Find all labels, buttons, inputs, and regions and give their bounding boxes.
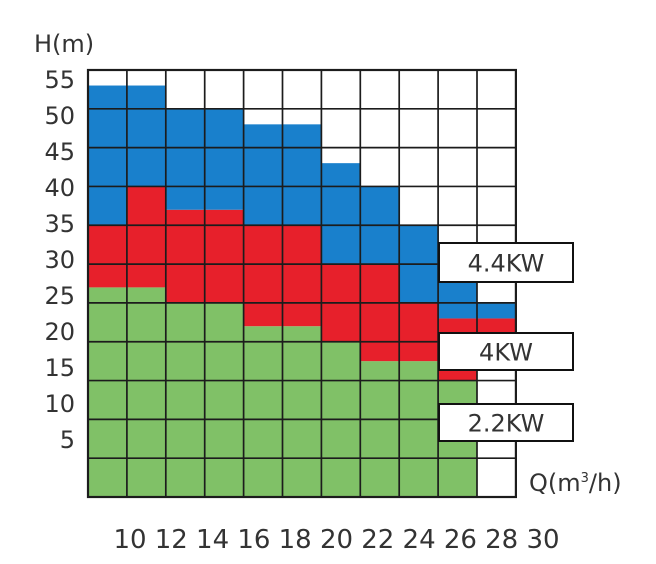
y-tick-label: 10 [44, 390, 75, 418]
y-tick-label: 35 [44, 210, 75, 238]
x-tick-label: 28 [485, 525, 518, 555]
x-tick-label: 16 [237, 525, 270, 555]
region-2-2kw [88, 287, 477, 497]
region-cell [204, 302, 244, 497]
plot-border [86, 68, 517, 499]
power-label-text-4kw: 4KW [479, 339, 533, 367]
x-tick-label: 24 [403, 525, 436, 555]
x-tick-label: 10 [113, 525, 146, 555]
y-tick-label: 20 [44, 318, 75, 346]
y-tick-label: 15 [44, 354, 75, 382]
region-cell [321, 163, 361, 265]
region-cell [282, 124, 322, 226]
power-label-box-2-2kw [438, 403, 574, 442]
region-cell [88, 287, 127, 497]
region-cell [126, 186, 166, 288]
region-cell [399, 302, 439, 362]
y-tick-label: 30 [44, 246, 75, 274]
region-cell [204, 209, 244, 303]
power-label-box-4kw [438, 332, 574, 371]
y-tick-label: 50 [44, 102, 75, 130]
region-cell [204, 108, 244, 210]
region-cell [243, 124, 283, 226]
region-cell [88, 85, 127, 226]
y-tick-label: 55 [44, 66, 75, 94]
y-tick-label: 40 [44, 174, 75, 202]
power-label-2-2kw: 2.2KW [438, 403, 574, 442]
x-axis-title-prefix: Q(m [529, 469, 581, 497]
region-cell [399, 361, 439, 497]
x-tick-label: 30 [526, 525, 559, 555]
region-cell [165, 108, 205, 210]
region-cell [126, 85, 166, 187]
region-cell [165, 209, 205, 303]
region-cell [88, 225, 127, 288]
x-axis-title: Q(m3/h) [529, 469, 622, 497]
x-axis-tick-labels: 10 12 14 16 18 20 22 24 26 28 30 [113, 525, 559, 555]
region-cell [477, 318, 516, 334]
region-cell [360, 361, 400, 497]
y-tick-label: 5 [60, 426, 75, 454]
region-cell [165, 302, 205, 497]
x-tick-label: 14 [196, 525, 229, 555]
region-cell [243, 225, 283, 327]
region-cell [282, 225, 322, 327]
x-axis-title-superscript: 3 [580, 471, 589, 486]
x-axis-title-suffix: /h) [588, 469, 622, 497]
region-cell [360, 264, 400, 362]
region-cell [477, 302, 516, 319]
y-axis-tick-labels: 55 50 45 40 35 30 25 20 15 10 5 [44, 66, 75, 454]
region-cell [126, 287, 166, 497]
x-tick-label: 20 [320, 525, 353, 555]
y-axis-title: H(m) [34, 30, 95, 58]
x-tick-label: 22 [361, 525, 394, 555]
y-tick-label: 45 [44, 138, 75, 166]
power-label-4-4kw: 4.4KW [438, 242, 574, 283]
y-tick-label: 25 [44, 282, 75, 310]
x-tick-label: 12 [155, 525, 188, 555]
region-cell [243, 326, 283, 497]
x-tick-label: 18 [279, 525, 312, 555]
power-label-box-4-4kw [438, 242, 574, 283]
power-label-text-2-2kw: 2.2KW [468, 410, 545, 438]
power-label-text-4-4kw: 4.4KW [468, 250, 545, 278]
region-cell [282, 326, 322, 497]
x-tick-label: 26 [444, 525, 477, 555]
power-label-4kw: 4KW [438, 332, 574, 371]
region-4kw [88, 186, 516, 381]
